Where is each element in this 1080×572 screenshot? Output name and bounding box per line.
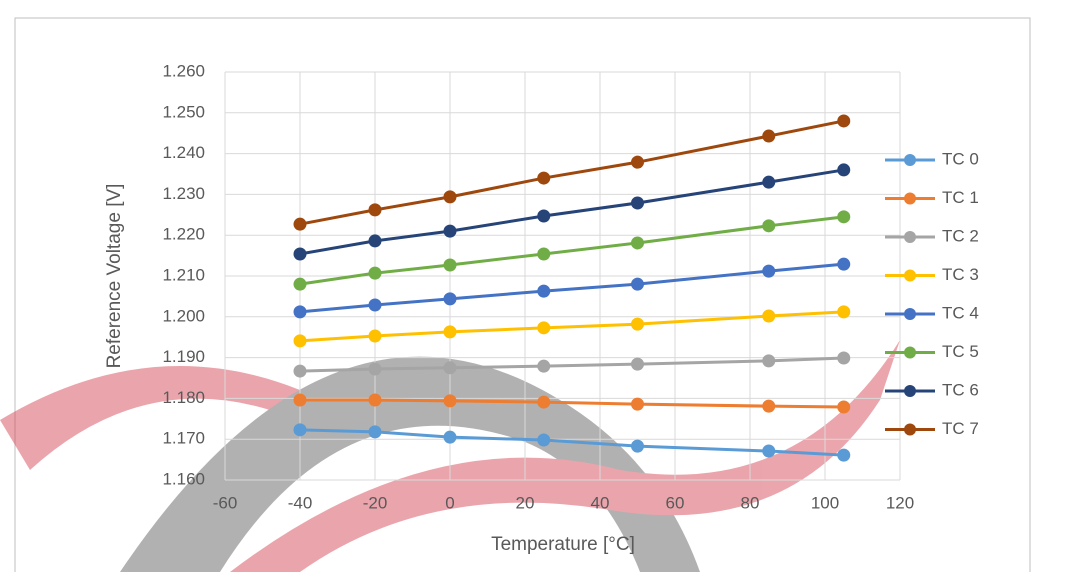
legend-marker — [904, 154, 916, 166]
data-point — [443, 224, 457, 238]
data-point — [293, 247, 307, 261]
data-point — [368, 362, 382, 376]
data-point — [537, 171, 551, 185]
data-point — [762, 264, 776, 278]
data-point — [837, 210, 851, 224]
data-point — [537, 284, 551, 298]
data-point — [443, 325, 457, 339]
data-point — [537, 433, 551, 447]
data-point — [293, 305, 307, 319]
x-tick-label: 80 — [741, 493, 760, 512]
data-point — [762, 399, 776, 413]
data-point — [837, 163, 851, 177]
y-tick-label: 1.160 — [162, 469, 205, 488]
data-point — [537, 209, 551, 223]
data-point — [443, 361, 457, 375]
legend-marker — [904, 423, 916, 436]
y-tick-label: 1.200 — [162, 306, 205, 325]
legend-label: TC 3 — [942, 265, 979, 284]
y-tick-label: 1.230 — [162, 184, 205, 203]
data-point — [631, 317, 644, 331]
data-point — [837, 448, 851, 462]
legend-marker — [904, 192, 916, 205]
data-point — [837, 351, 851, 365]
data-point — [293, 277, 307, 291]
x-tick-label: 0 — [445, 493, 454, 512]
y-axis-title: Reference Voltage [V] — [104, 184, 125, 369]
y-tick-label: 1.220 — [162, 225, 205, 244]
data-point — [537, 321, 551, 335]
legend-marker — [904, 346, 916, 359]
data-point — [837, 257, 851, 271]
data-point — [443, 292, 457, 306]
legend-marker — [904, 269, 916, 282]
data-point — [762, 444, 776, 458]
x-tick-label: -20 — [363, 493, 388, 512]
data-point — [537, 395, 551, 409]
data-point — [631, 277, 644, 291]
data-point — [443, 258, 457, 272]
data-point — [631, 357, 644, 371]
y-tick-label: 1.260 — [162, 61, 205, 80]
legend-marker — [904, 385, 916, 397]
data-point — [837, 400, 851, 414]
x-tick-label: -40 — [288, 493, 313, 512]
y-tick-label: 1.180 — [162, 388, 205, 407]
data-point — [537, 359, 551, 373]
data-point — [537, 247, 551, 261]
x-tick-label: -60 — [213, 493, 238, 512]
data-point — [762, 219, 776, 233]
data-point — [443, 394, 457, 408]
data-point — [631, 155, 644, 169]
x-tick-label: 120 — [886, 493, 914, 512]
data-point — [443, 430, 457, 444]
legend-label: TC 5 — [942, 342, 979, 361]
data-point — [631, 397, 644, 411]
x-tick-label: 40 — [591, 493, 610, 512]
legend-label: TC 1 — [942, 188, 979, 207]
data-point — [762, 354, 776, 368]
data-point — [443, 190, 457, 204]
data-point — [368, 393, 382, 407]
legend-marker — [904, 308, 916, 320]
data-point — [368, 266, 382, 280]
x-tick-label: 20 — [516, 493, 535, 512]
data-point — [762, 309, 776, 323]
legend-label: TC 6 — [942, 380, 979, 399]
x-axis-title: Temperature [°C] — [491, 534, 635, 555]
legend-marker — [904, 231, 916, 243]
data-point — [368, 425, 382, 439]
y-tick-label: 1.240 — [162, 143, 205, 162]
x-tick-label: 100 — [811, 493, 839, 512]
data-point — [762, 129, 776, 143]
legend-label: TC 2 — [942, 226, 979, 245]
data-point — [762, 175, 776, 189]
data-point — [368, 329, 382, 343]
y-tick-label: 1.210 — [162, 265, 205, 284]
data-point — [631, 236, 644, 250]
data-point — [631, 439, 644, 453]
legend-label: TC 0 — [942, 149, 979, 168]
data-point — [293, 334, 307, 348]
x-tick-label: 60 — [666, 493, 685, 512]
y-tick-label: 1.190 — [162, 347, 205, 366]
y-tick-label: 1.250 — [162, 102, 205, 121]
data-point — [293, 217, 307, 231]
data-point — [631, 196, 644, 210]
legend-label: TC 7 — [942, 419, 979, 438]
data-point — [293, 423, 307, 437]
data-point — [837, 305, 851, 319]
data-point — [368, 234, 382, 248]
legend-label: TC 4 — [942, 303, 979, 322]
data-point — [293, 364, 307, 378]
data-point — [293, 393, 307, 407]
y-tick-label: 1.170 — [162, 429, 205, 448]
data-point — [368, 203, 382, 217]
data-point — [368, 298, 382, 312]
data-point — [837, 114, 851, 128]
